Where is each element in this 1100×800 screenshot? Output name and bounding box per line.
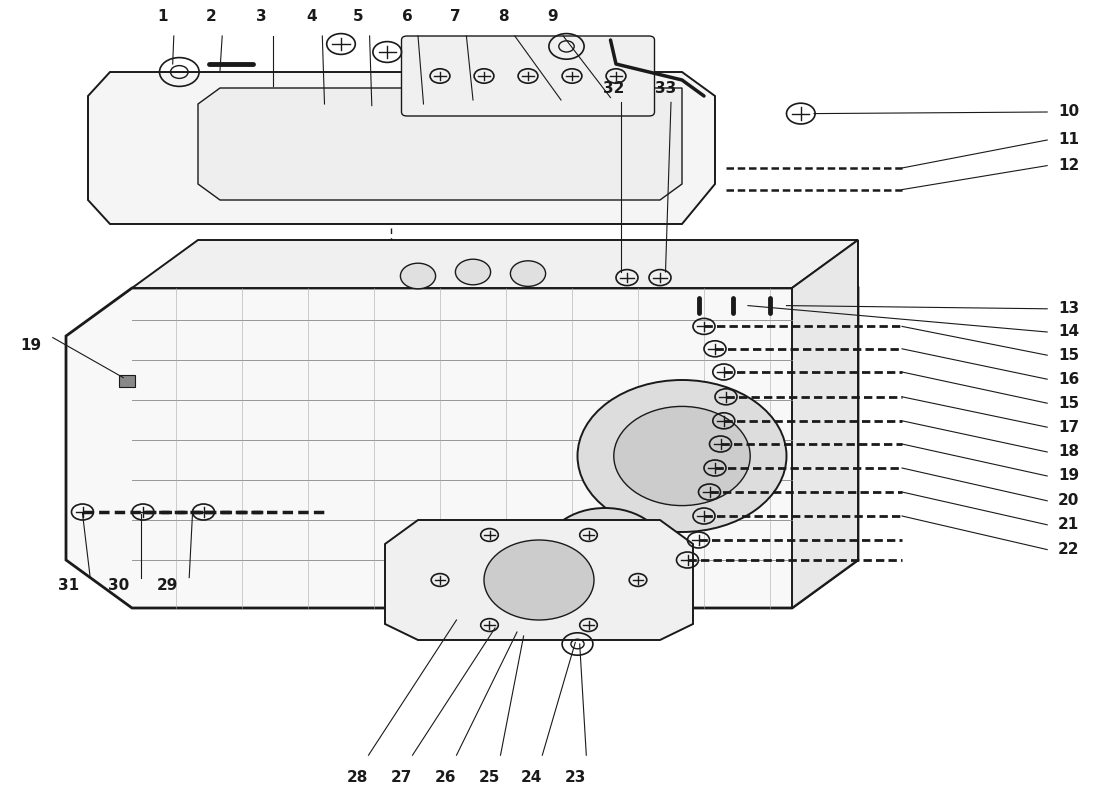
Text: 14: 14 [1058, 325, 1079, 339]
Circle shape [400, 263, 436, 289]
Circle shape [484, 540, 594, 620]
Text: 19: 19 [1058, 469, 1079, 483]
Text: 19: 19 [20, 338, 42, 353]
Circle shape [544, 508, 666, 596]
Text: eurospares: eurospares [140, 111, 476, 209]
Circle shape [614, 406, 750, 506]
Text: 23: 23 [564, 770, 586, 785]
Text: 30: 30 [108, 578, 130, 593]
Text: 12: 12 [1058, 158, 1079, 173]
Text: 9: 9 [547, 9, 558, 24]
Text: 29: 29 [156, 578, 178, 593]
Text: 20: 20 [1058, 494, 1079, 508]
Text: 32: 32 [603, 81, 625, 96]
Text: 27: 27 [390, 770, 412, 785]
FancyBboxPatch shape [402, 36, 654, 116]
Text: 1: 1 [157, 9, 168, 24]
Text: 13: 13 [1058, 302, 1079, 316]
Text: 11: 11 [1058, 133, 1079, 147]
Text: 8: 8 [498, 9, 509, 24]
Text: 31: 31 [57, 578, 79, 593]
Text: 24: 24 [520, 770, 542, 785]
Text: 15: 15 [1058, 348, 1079, 362]
Polygon shape [132, 240, 858, 288]
Text: 26: 26 [434, 770, 456, 785]
Polygon shape [385, 520, 693, 640]
Text: 22: 22 [1058, 542, 1080, 557]
Text: 5: 5 [353, 9, 364, 24]
Circle shape [510, 261, 546, 286]
Text: eurospares: eurospares [437, 447, 773, 545]
Polygon shape [66, 288, 858, 608]
Text: 33: 33 [654, 81, 676, 96]
Text: 15: 15 [1058, 396, 1079, 410]
Text: 4: 4 [306, 9, 317, 24]
Text: 16: 16 [1058, 372, 1079, 386]
Text: 17: 17 [1058, 420, 1079, 434]
Text: 3: 3 [256, 9, 267, 24]
Text: 25: 25 [478, 770, 500, 785]
Polygon shape [792, 240, 858, 608]
Text: 2: 2 [206, 9, 217, 24]
Text: 7: 7 [450, 9, 461, 24]
Text: 18: 18 [1058, 445, 1079, 459]
Text: 28: 28 [346, 770, 368, 785]
Bar [119, 375, 135, 387]
Text: 6: 6 [402, 9, 412, 24]
Circle shape [455, 259, 491, 285]
Circle shape [578, 380, 786, 532]
Polygon shape [198, 88, 682, 200]
Circle shape [566, 524, 644, 580]
Text: 10: 10 [1058, 105, 1079, 119]
Polygon shape [88, 72, 715, 224]
Text: 21: 21 [1058, 518, 1079, 532]
